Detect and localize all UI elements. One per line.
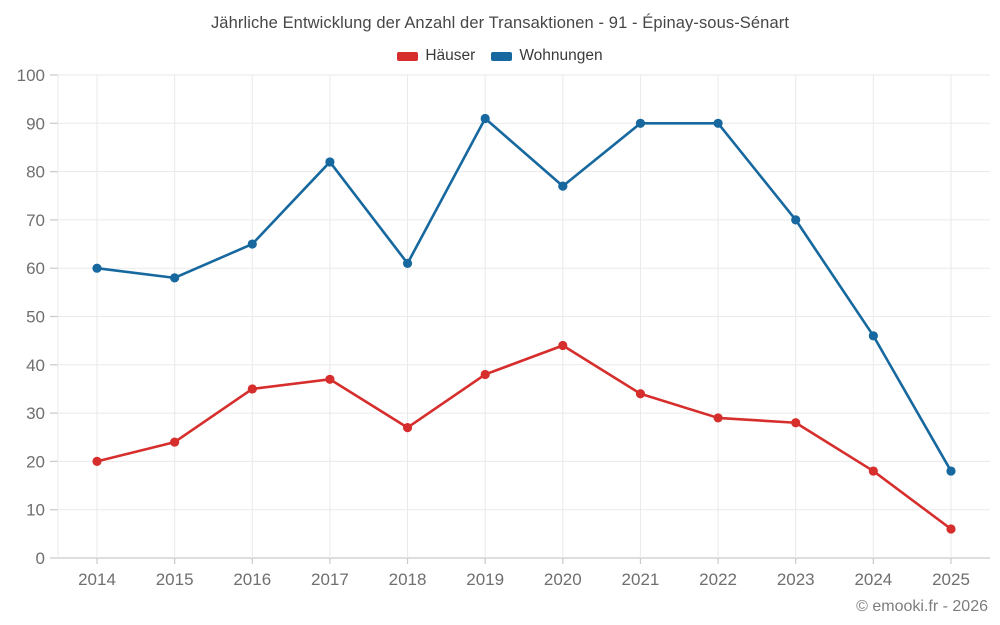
x-tick-label: 2025	[932, 570, 970, 589]
data-point-h-user-2016[interactable]	[247, 384, 257, 394]
legend-label-hauser: Häuser	[425, 47, 476, 64]
data-point-wohnungen-2025[interactable]	[946, 466, 956, 476]
data-point-wohnungen-2014[interactable]	[92, 263, 102, 273]
data-point-h-user-2022[interactable]	[713, 413, 723, 423]
data-point-h-user-2018[interactable]	[402, 422, 413, 433]
y-tick-label: 50	[26, 308, 45, 327]
chart-title: Jährliche Entwicklung der Anzahl der Tra…	[210, 14, 790, 32]
chart-legend: Häuser Wohnungen	[0, 47, 1000, 65]
x-tick-label: 2014	[78, 570, 116, 589]
data-point-wohnungen-2015[interactable]	[170, 273, 180, 283]
data-point-h-user-2025[interactable]	[946, 524, 956, 534]
data-point-wohnungen-2020[interactable]	[558, 181, 568, 191]
legend-item-hauser[interactable]: Häuser	[397, 47, 475, 65]
x-tick-label: 2021	[622, 570, 660, 589]
legend-swatch-hauser-icon	[397, 51, 419, 61]
series-line-h-user	[95, 344, 953, 531]
data-point-wohnungen-2021[interactable]	[635, 118, 646, 128]
data-point-wohnungen-2024[interactable]	[868, 331, 878, 341]
data-point-wohnungen-2016[interactable]	[247, 239, 257, 249]
chart-footer-credit: © emooki.fr - 2026	[856, 598, 988, 615]
x-tick-label: 2017	[311, 570, 349, 589]
x-tick-label: 2019	[466, 570, 504, 589]
y-tick-label: 10	[26, 501, 45, 520]
x-tick-label: 2016	[233, 570, 271, 589]
data-point-h-user-2019[interactable]	[480, 369, 490, 380]
data-point-h-user-2015[interactable]	[170, 437, 180, 447]
y-tick-label: 80	[26, 163, 45, 182]
y-tick-label: 70	[26, 211, 45, 230]
data-point-wohnungen-2019[interactable]	[480, 113, 490, 124]
y-tick-label: 60	[26, 259, 45, 278]
x-tick-label: 2015	[156, 570, 194, 589]
y-tick-label: 20	[26, 452, 45, 471]
x-tick-label: 2024	[854, 570, 892, 589]
legend-swatch-wohnungen-icon	[491, 51, 513, 61]
x-tick-label: 2020	[544, 570, 582, 589]
y-tick-label: 90	[26, 114, 45, 133]
data-point-wohnungen-2017[interactable]	[325, 157, 335, 167]
y-tick-label: 0	[36, 549, 45, 568]
y-tick-label: 30	[26, 404, 45, 423]
data-point-wohnungen-2023[interactable]	[791, 215, 801, 225]
x-tick-label: 2018	[389, 570, 427, 589]
y-tick-label: 40	[26, 356, 45, 375]
y-tick-label: 100	[17, 66, 45, 85]
data-point-wohnungen-2022[interactable]	[713, 118, 723, 128]
x-tick-label: 2022	[699, 570, 737, 589]
x-tick-label: 2023	[777, 570, 815, 589]
data-point-h-user-2021[interactable]	[635, 389, 646, 399]
legend-label-wohnungen: Wohnungen	[519, 47, 603, 64]
data-point-h-user-2024[interactable]	[868, 466, 878, 476]
data-point-h-user-2023[interactable]	[791, 418, 801, 428]
data-point-h-user-2020[interactable]	[558, 340, 568, 351]
data-point-wohnungen-2018[interactable]	[402, 258, 413, 268]
data-point-h-user-2017[interactable]	[325, 374, 335, 384]
legend-item-wohnungen[interactable]: Wohnungen	[491, 47, 603, 65]
series-line-wohnungen	[95, 117, 953, 473]
data-point-h-user-2014[interactable]	[92, 456, 102, 466]
